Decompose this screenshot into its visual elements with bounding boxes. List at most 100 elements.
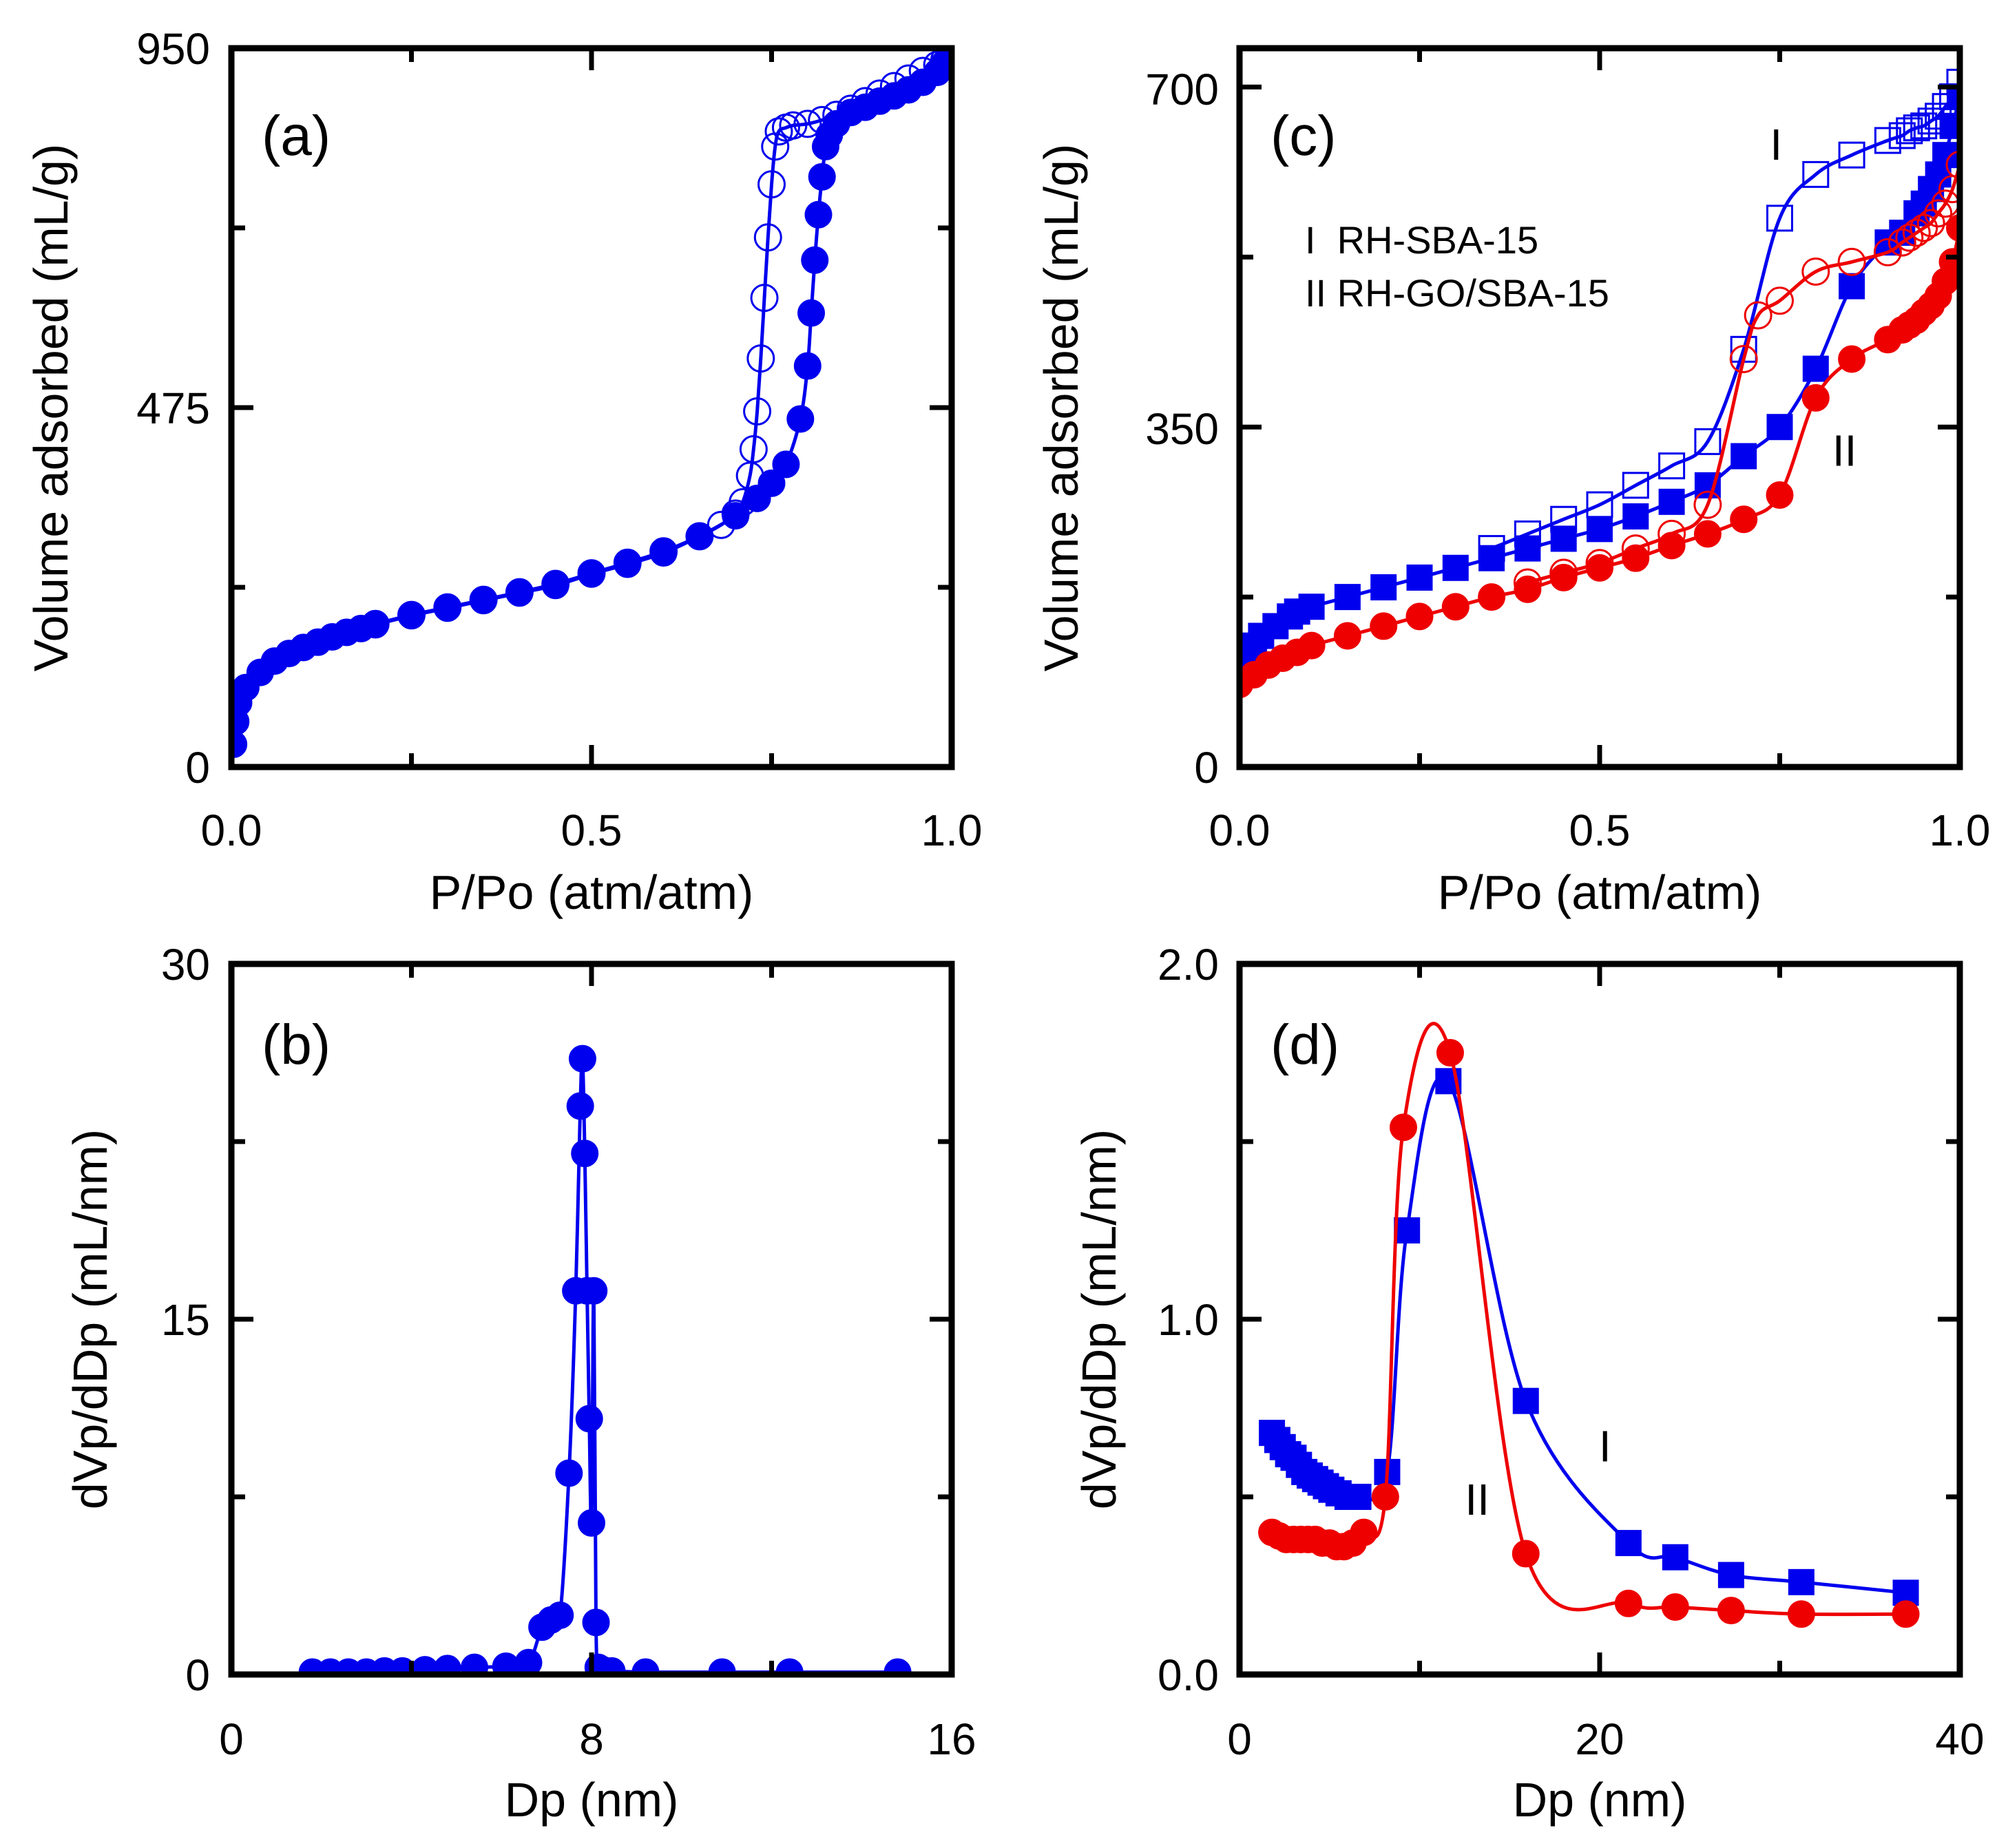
panel-d-series-1-point-14 bbox=[1389, 1113, 1417, 1142]
panel-b-series-0-point-7 bbox=[433, 1655, 461, 1674]
panel-c-plot bbox=[1240, 68, 1960, 699]
panel-c-series-2-point-16 bbox=[1693, 520, 1722, 548]
panel-a-series-1-point-20 bbox=[743, 397, 772, 426]
panel-b-xtick-label-2: 16 bbox=[927, 1714, 976, 1764]
panel-a-series-1-point-18 bbox=[750, 284, 779, 313]
panel-c-label: (c) bbox=[1270, 105, 1337, 167]
panel-b-ytick-label-1: 15 bbox=[161, 1295, 210, 1345]
panel-a-series-1-point-3 bbox=[908, 56, 937, 85]
panel-c-clip-group bbox=[1240, 68, 1960, 699]
panel-c-series-1-point-1 bbox=[1939, 83, 1960, 111]
panel-a-series-line-1 bbox=[375, 54, 952, 626]
panel-c-series-3-point-14 bbox=[1729, 344, 1758, 373]
panel-c-annotation-1: II bbox=[1832, 426, 1857, 476]
panel-c-series-3-point-9 bbox=[1873, 238, 1902, 266]
panel-b-series-0-point-16 bbox=[566, 1092, 594, 1120]
panel-a-series-1-point-16 bbox=[757, 170, 786, 199]
panel-a-series-1-point-19 bbox=[746, 344, 775, 373]
panel-a-xtick-label-1: 0.5 bbox=[561, 806, 623, 855]
panel-c-series-1-point-15 bbox=[1658, 452, 1686, 480]
panel-a-series-0-point-25 bbox=[772, 450, 800, 479]
panel-c-ytick-label-0: 0 bbox=[1194, 743, 1219, 792]
panel-d-series-1-point-20 bbox=[1787, 1600, 1815, 1628]
panel-c-series-3-point-5 bbox=[1910, 213, 1938, 242]
panel-c-ticks bbox=[1237, 48, 1963, 770]
panel-d-series-1-point-15 bbox=[1436, 1039, 1464, 1067]
panel-d-series-0-point-20 bbox=[1662, 1544, 1688, 1571]
panel-c-series-0-point-28 bbox=[1932, 142, 1959, 169]
panel-d-series-1-point-13 bbox=[1371, 1483, 1399, 1511]
panel-c-series-3-point-1 bbox=[1938, 175, 1960, 204]
panel-c-series-3-point-16 bbox=[1657, 519, 1686, 548]
panel-c-series-1-point-14 bbox=[1694, 428, 1722, 455]
panel-c-series-2-point-15 bbox=[1657, 532, 1686, 560]
panel-d-plot bbox=[1258, 1022, 1920, 1628]
panel-b-series-0-point-17 bbox=[568, 1044, 596, 1073]
panel-d-xlabel: Dp (nm) bbox=[1513, 1773, 1687, 1827]
panel-a-series-0-point-29 bbox=[801, 246, 829, 274]
panel-a-ytick-label-2: 950 bbox=[136, 24, 210, 74]
panel-d-annotation-1: II bbox=[1465, 1475, 1489, 1524]
panel-c-series-0-point-21 bbox=[1839, 273, 1865, 300]
panel-a-series-1-point-29 bbox=[577, 559, 606, 588]
panel-a-label: (a) bbox=[262, 105, 331, 167]
panel-c-series-1-point-8 bbox=[1888, 122, 1916, 149]
panel-a-series-1-point-5 bbox=[879, 72, 908, 101]
panel-c-series-2-point-10 bbox=[1478, 583, 1506, 611]
panel-b-ytick-label-2: 30 bbox=[161, 940, 210, 989]
panel-d-ytick-label-2: 2.0 bbox=[1158, 940, 1219, 989]
panel-b-ylabel: dVp/dDp (mL/nm) bbox=[63, 1129, 117, 1509]
panel-d-xtick-label-1: 20 bbox=[1575, 1714, 1624, 1764]
panel-c-series-3-point-4 bbox=[1916, 209, 1945, 238]
panel-c-series-1-point-9 bbox=[1874, 127, 1901, 154]
panel-c-series-0-point-18 bbox=[1730, 443, 1757, 470]
panel-a-series-1-point-9 bbox=[822, 101, 851, 129]
panel-d-series-0-point-21 bbox=[1717, 1562, 1744, 1588]
panel-b-xtick-label-1: 8 bbox=[579, 1714, 604, 1764]
panel-c-series-2-point-18 bbox=[1766, 481, 1794, 509]
panel-b-series-0-point-14 bbox=[555, 1459, 583, 1487]
panel-d-clip-group bbox=[1258, 1022, 1920, 1628]
panel-d: (d) I II 0 20 40 0.0 1.0 2.0 Dp (nm) dVp… bbox=[1072, 940, 1985, 1827]
panel-c-series-2-point-7 bbox=[1370, 612, 1398, 640]
panel-a-series-1-point-7 bbox=[850, 87, 879, 116]
panel-d-xtick-label-2: 40 bbox=[1935, 1714, 1984, 1764]
panel-a-series-1-point-25 bbox=[707, 510, 735, 539]
panel-a-series-1-point-32 bbox=[469, 585, 498, 614]
panel-c-series-2-point-6 bbox=[1333, 622, 1361, 650]
panel-a-series-0-point-24 bbox=[757, 469, 786, 497]
panel-c-series-0-point-13 bbox=[1550, 525, 1577, 552]
panel-a-series-1-point-17 bbox=[753, 223, 782, 252]
panel-c-series-0-point-20 bbox=[1802, 355, 1829, 382]
panel-c-series-0-point-11 bbox=[1478, 545, 1505, 571]
panel-c-series-1-point-10 bbox=[1838, 141, 1865, 169]
panel-b-series-0-point-20 bbox=[575, 1405, 603, 1433]
panel-c-series-0-point-12 bbox=[1514, 535, 1541, 562]
panel-a-series-1-point-26 bbox=[685, 522, 714, 551]
panel-b-xtick-label-0: 0 bbox=[219, 1714, 244, 1764]
panel-c-series-3-point-11 bbox=[1801, 257, 1830, 286]
panel-d-ytick-label-1: 1.0 bbox=[1158, 1295, 1219, 1345]
panel-a-series-1-point-24 bbox=[721, 499, 750, 528]
panel-a-series-1-point-35 bbox=[361, 609, 390, 638]
panel-c-xtick-label-2: 1.0 bbox=[1929, 806, 1991, 855]
panel-b-ytick-label-0: 0 bbox=[185, 1650, 210, 1700]
panel-c-series-2-point-17 bbox=[1730, 505, 1758, 534]
panel-c-series-3-point-8 bbox=[1887, 228, 1916, 257]
panel-a-clip-group bbox=[231, 48, 952, 759]
panel-c-series-1-point-7 bbox=[1896, 117, 1923, 145]
panel-a-xlabel: P/Po (atm/atm) bbox=[430, 865, 754, 919]
panel-c-series-0-point-7 bbox=[1334, 584, 1361, 611]
panel-c-series-1-point-11 bbox=[1802, 160, 1830, 188]
panel-a-series-1-point-15 bbox=[761, 132, 790, 161]
panel-d-series-0-point-19 bbox=[1615, 1530, 1642, 1557]
panel-a: (a) 0.0 0.5 1.0 0 475 950 P/Po (atm/atm)… bbox=[24, 24, 982, 919]
panel-c-series-2-point-8 bbox=[1405, 602, 1434, 631]
panel-c-series-1-point-19 bbox=[1514, 520, 1541, 547]
panel-d-series-1-point-19 bbox=[1717, 1597, 1745, 1625]
panel-a-series-1-point-22 bbox=[735, 461, 764, 490]
panel-c-series-3-point-13 bbox=[1744, 301, 1772, 330]
panel-b-series-0-point-21 bbox=[578, 1509, 605, 1537]
panel-c-series-3-point-10 bbox=[1837, 247, 1866, 276]
